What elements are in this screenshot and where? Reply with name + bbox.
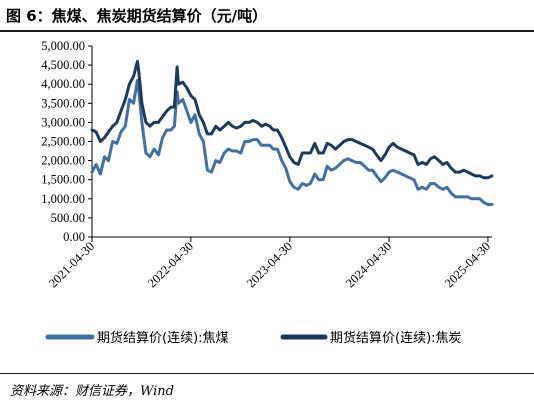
y-tick-label: 1,000.00 [41,192,85,206]
y-tick-label: 3,500.00 [41,96,85,110]
y-tick-label: 3,000.00 [41,115,85,129]
series-line-coke [90,59,494,180]
y-tick-label: 5,000.00 [41,39,85,53]
figure-title: 图 6：焦煤、焦炭期货结算价（元/吨） [6,7,268,25]
y-tick-label: 2,000.00 [41,154,85,168]
y-tick-label: 0.00 [63,230,85,244]
x-tick-label: 2025-04-30 [442,239,493,290]
line-chart: 0.00 500.00 1,000.00 1,500.00 2,000.00 2,500.… [41,39,494,346]
y-tick-label: 4,500.00 [41,58,85,72]
legend: 期货结算价(连续):焦煤 期货结算价(连续):焦炭 [45,330,462,346]
x-tick-label: 2024-04-30 [343,239,394,290]
title-bar: 图 6：焦煤、焦炭期货结算价（元/吨） [0,0,534,32]
x-tick-label: 2023-04-30 [244,239,295,290]
y-tick-label: 1,500.00 [41,173,85,187]
x-tick-label: 2021-04-30 [46,239,97,290]
source-divider [0,373,534,374]
source-note: 资料来源：财信证券，Wind [10,384,174,399]
series-line-coking-coal [90,78,494,206]
y-tick-label: 500.00 [51,211,85,225]
legend-label: 期货结算价(连续):焦炭 [330,330,462,346]
y-tick-label: 2,500.00 [41,135,85,149]
legend-label: 期货结算价(连续):焦煤 [97,330,229,346]
x-tick-label: 2022-04-30 [145,239,196,290]
series-layer [90,59,494,206]
y-tick-label: 4,000.00 [41,77,85,91]
